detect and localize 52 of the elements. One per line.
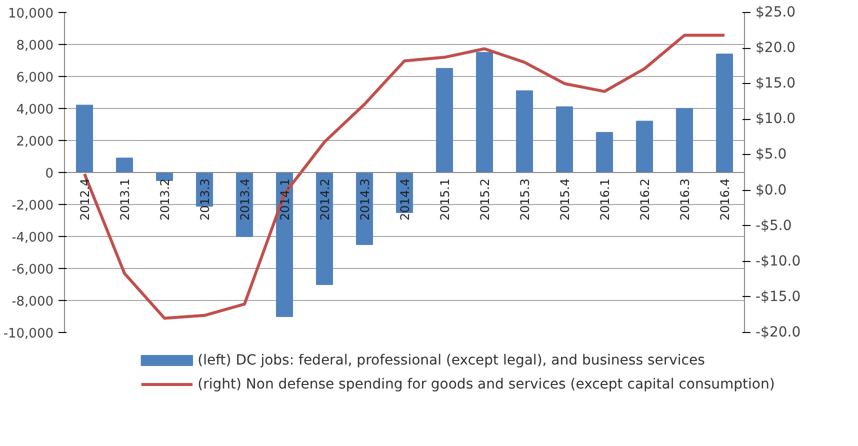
y-tick-label: 4,000 <box>16 102 54 118</box>
y2-tick-label: -$10.0 <box>756 253 801 270</box>
y2-tick-label: $5.0 <box>756 146 787 163</box>
x-tick-label: 2016.3 <box>678 178 692 220</box>
x-tick-label: 2013.3 <box>198 178 212 220</box>
y-tick-label: 6,000 <box>16 70 54 86</box>
bar <box>516 90 533 173</box>
legend-label: (right) Non defense spending for goods and services (except capital consumption) <box>198 376 775 392</box>
x-tick-label: 2014.1 <box>278 178 292 220</box>
y2-tick-label: $0.0 <box>756 182 787 198</box>
y2-tick-label: $25.0 <box>756 4 796 20</box>
y-tick-label: -4,000 <box>12 230 54 246</box>
y-tick-label: -2,000 <box>12 198 54 214</box>
y-tick-label: -10,000 <box>3 326 54 342</box>
bar <box>716 54 733 173</box>
x-tick-label: 2015.2 <box>478 178 492 220</box>
y-tick-label: 8,000 <box>16 38 54 54</box>
x-tick-label: 2013.2 <box>158 178 172 220</box>
bar <box>636 120 653 173</box>
x-tick-label: 2015.4 <box>558 178 572 220</box>
y-tick-label: 10,000 <box>8 6 54 22</box>
x-tick-label: 2013.4 <box>238 178 252 220</box>
bar <box>476 52 493 173</box>
bar <box>676 108 693 173</box>
y2-tick-label: -$20.0 <box>756 324 801 340</box>
bar <box>276 172 293 317</box>
y2-tick-label: $20.0 <box>756 40 796 56</box>
bar <box>316 172 333 285</box>
x-tick-label: 2016.4 <box>718 178 732 220</box>
y-tick-label: -8,000 <box>12 294 54 310</box>
bar <box>436 68 453 173</box>
x-tick-label: 2013.1 <box>118 178 132 220</box>
y-tick-label: 2,000 <box>16 134 54 150</box>
y2-tick-label: -$15.0 <box>756 288 801 305</box>
bar <box>76 104 93 173</box>
x-tick-label: 2015.3 <box>518 178 532 220</box>
x-tick-label: 2016.2 <box>638 178 652 220</box>
x-tick-label: 2014.3 <box>358 178 372 220</box>
x-tick-label: 2012.4 <box>78 178 92 220</box>
y2-tick-label: $10.0 <box>756 111 796 128</box>
bar <box>596 132 613 173</box>
y-tick-label: 0 <box>45 166 54 182</box>
bar <box>556 106 573 173</box>
legend-label: (left) DC jobs: federal, professional (except legal), and business services <box>198 352 705 368</box>
x-tick-label: 2016.1 <box>598 178 612 220</box>
x-tick-label: 2014.4 <box>398 178 412 220</box>
y2-tick-label: -$5.0 <box>756 218 792 234</box>
x-tick-label: 2015.1 <box>438 178 452 220</box>
y2-tick-label: $15.0 <box>756 76 796 92</box>
y-tick-label: -6,000 <box>12 262 54 278</box>
bar <box>116 158 133 173</box>
x-tick-label: 2014.2 <box>318 178 332 220</box>
